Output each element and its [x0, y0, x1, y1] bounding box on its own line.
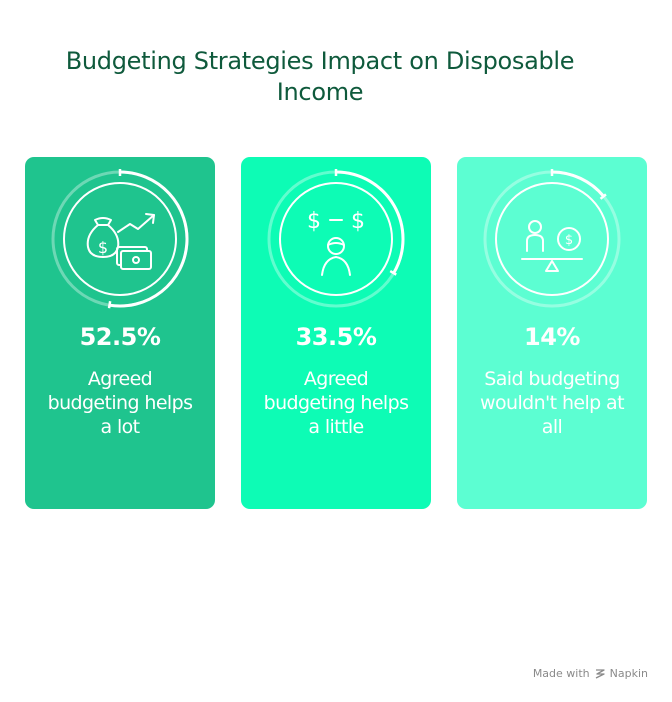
gauge-tick-end — [599, 193, 607, 200]
stat-card-helps-a-little: $ $ 33.5% Agreed budgeting helps a littl… — [241, 157, 431, 509]
gauge-tick-end — [389, 269, 397, 276]
person-balance-money-icon: $ — [521, 220, 583, 272]
person-thinking-money-icon: $ $ — [307, 209, 365, 276]
made-with-label: Made with — [532, 667, 590, 680]
stat-percent: 14% — [524, 323, 580, 351]
inner-circle — [279, 182, 393, 296]
svg-text:$: $ — [565, 233, 573, 248]
inner-circle — [63, 182, 177, 296]
ring-gauge: $ — [51, 169, 189, 309]
inner-circle — [495, 182, 609, 296]
svg-text:$: $ — [307, 209, 321, 234]
gauge-tick-end — [107, 301, 112, 309]
ring-gauge: $ $ — [267, 169, 405, 308]
stat-description: Said budgeting wouldn't help at all — [480, 368, 625, 438]
stat-card-wouldnt-help: $ 14% Said budgeting wouldn't help at al… — [457, 157, 647, 509]
gauge-arc — [335, 170, 405, 274]
footer-attribution: Made with Napkin — [533, 667, 648, 680]
stat-percent: 33.5% — [295, 323, 377, 351]
stat-description: Agreed budgeting helps a little — [263, 368, 409, 438]
chart-title: Budgeting Strategies Impact on Disposabl… — [65, 47, 575, 106]
ring-gauge: $ — [483, 169, 621, 308]
gauge-arc — [551, 170, 605, 198]
money-bag-growth-icon: $ — [86, 213, 155, 270]
napkin-brand-label: Napkin — [609, 667, 648, 680]
gauge-arc — [109, 170, 189, 308]
stat-card-helps-a-lot: $ 52.5% Agreed budgeting helps a lot — [25, 157, 215, 509]
svg-text:$: $ — [98, 238, 108, 257]
stat-percent: 52.5% — [79, 323, 161, 351]
stat-description: Agreed budgeting helps a lot — [47, 368, 193, 438]
svg-text:$: $ — [351, 209, 365, 234]
napkin-logo-icon — [595, 668, 605, 679]
